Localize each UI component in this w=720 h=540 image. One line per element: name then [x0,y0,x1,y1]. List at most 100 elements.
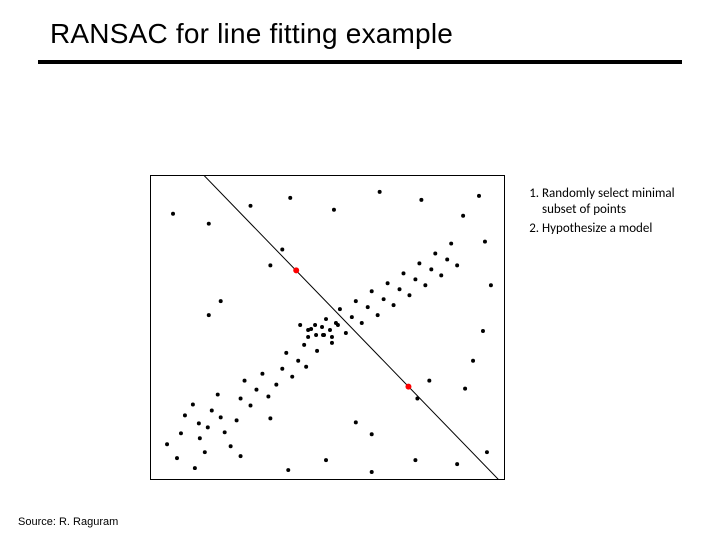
data-point [207,313,211,317]
data-point [477,194,481,198]
data-point [455,263,459,267]
data-point [423,283,427,287]
data-point [254,388,258,392]
data-point [461,214,465,218]
data-point [165,442,169,446]
steps-list: Randomly select minimal subset of points… [520,186,710,239]
steps-ol: Randomly select minimal subset of points… [520,186,710,237]
data-point [417,261,421,265]
data-point [350,315,354,319]
data-point [306,328,310,332]
data-point [179,431,183,435]
data-point [485,450,489,454]
data-point [193,466,197,470]
data-point [198,436,202,440]
data-point [386,281,390,285]
selected-point [293,267,299,273]
data-point [274,383,278,387]
slide-root: RANSAC for line fitting example Randomly… [0,0,720,540]
data-point [366,305,370,309]
data-point [286,468,290,472]
data-point [266,395,270,399]
data-point [407,293,411,297]
data-point [322,333,326,337]
data-point [235,418,239,422]
data-point [370,470,374,474]
page-title: RANSAC for line fitting example [50,18,453,50]
data-point [239,397,243,401]
data-point [249,204,253,208]
data-point [290,375,294,379]
data-point [313,323,317,327]
data-point [463,387,467,391]
data-point [239,454,243,458]
data-point [354,299,358,303]
data-point [183,413,187,417]
data-point [207,222,211,226]
data-point [439,273,443,277]
data-point [175,456,179,460]
data-point [284,351,288,355]
data-point [360,321,364,325]
data-point [203,450,207,454]
data-point [280,248,284,252]
data-point [315,349,319,353]
data-point [304,365,308,369]
data-point [260,372,264,376]
data-point [223,430,227,434]
data-point [268,416,272,420]
data-point [344,331,348,335]
source-credit: Source: R. Raguram [18,516,118,528]
data-point [216,393,220,397]
data-point [419,198,423,202]
data-point [191,403,195,407]
data-point [206,425,210,429]
data-point [392,303,396,307]
data-point [445,257,449,261]
data-point [219,415,223,419]
data-point [243,379,247,383]
data-point [433,252,437,256]
data-point [427,379,431,383]
data-point [324,317,328,321]
data-point [219,299,223,303]
data-point [229,444,233,448]
title-rule [38,60,682,64]
data-point [370,432,374,436]
data-point [171,212,175,216]
data-point [210,408,214,412]
data-point [471,359,475,363]
data-point [332,208,336,212]
selected-point [405,384,411,390]
data-point [268,263,272,267]
data-point [370,289,374,293]
data-point [328,328,332,332]
data-point [280,367,284,371]
data-point [449,242,453,246]
data-point [481,329,485,333]
data-point [330,341,334,345]
data-point [306,335,310,339]
data-point [483,240,487,244]
hypothesis-line [166,176,501,479]
data-point [197,421,201,425]
scatter-svg [151,176,504,479]
data-point [376,313,380,317]
data-point [330,335,334,339]
data-point [378,190,382,194]
data-point [415,397,419,401]
data-point [354,420,358,424]
data-point [398,287,402,291]
data-point [338,307,342,311]
data-point [429,267,433,271]
data-point [298,323,302,327]
data-point [296,359,300,363]
data-point [455,462,459,466]
data-point [249,403,253,407]
data-point [489,283,493,287]
data-point [320,325,324,329]
data-point [382,297,386,301]
data-point [334,321,338,325]
step-item: Hypothesize a model [542,221,710,237]
scatter-plot [150,175,505,480]
